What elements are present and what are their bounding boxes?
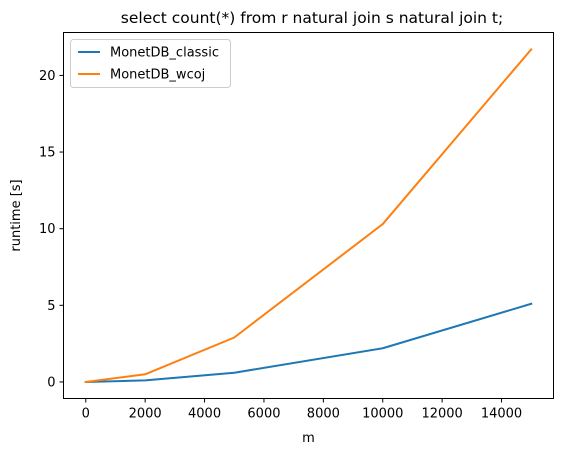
series-line-monetdb-wcoj bbox=[84, 47, 533, 384]
legend-label-classic: MonetDB_classic bbox=[110, 46, 219, 61]
y-axis-ticks: 0 5 10 15 20 bbox=[39, 69, 64, 390]
x-axis-label: m bbox=[302, 431, 315, 446]
x-tick-label: 2000 bbox=[129, 407, 162, 422]
series-line-monetdb-classic bbox=[84, 302, 533, 383]
chart-title: select count(*) from r natural join s na… bbox=[121, 9, 503, 27]
y-tick-label: 10 bbox=[39, 222, 56, 237]
y-tick-label: 0 bbox=[47, 375, 55, 390]
y-tick-label: 20 bbox=[39, 69, 56, 84]
plot-area bbox=[63, 32, 554, 399]
y-tick-label: 15 bbox=[39, 146, 56, 161]
x-axis-ticks: 0 2000 4000 6000 8000 10000 12000 14000 bbox=[82, 398, 522, 422]
x-tick-label: 6000 bbox=[247, 407, 280, 422]
x-tick-label: 12000 bbox=[421, 407, 462, 422]
legend: MonetDB_classic MonetDB_wcoj bbox=[70, 39, 231, 88]
plot-frame bbox=[63, 32, 554, 399]
x-tick-label: 14000 bbox=[481, 407, 522, 422]
y-axis-label: runtime [s] bbox=[9, 179, 24, 251]
x-tick-label: 10000 bbox=[362, 407, 403, 422]
legend-box bbox=[70, 39, 231, 88]
legend-label-wcoj: MonetDB_wcoj bbox=[110, 68, 205, 83]
y-tick-label: 5 bbox=[47, 299, 55, 314]
x-tick-label: 0 bbox=[82, 407, 90, 422]
x-tick-label: 8000 bbox=[307, 407, 340, 422]
series-layer bbox=[84, 47, 533, 384]
x-tick-label: 4000 bbox=[188, 407, 221, 422]
